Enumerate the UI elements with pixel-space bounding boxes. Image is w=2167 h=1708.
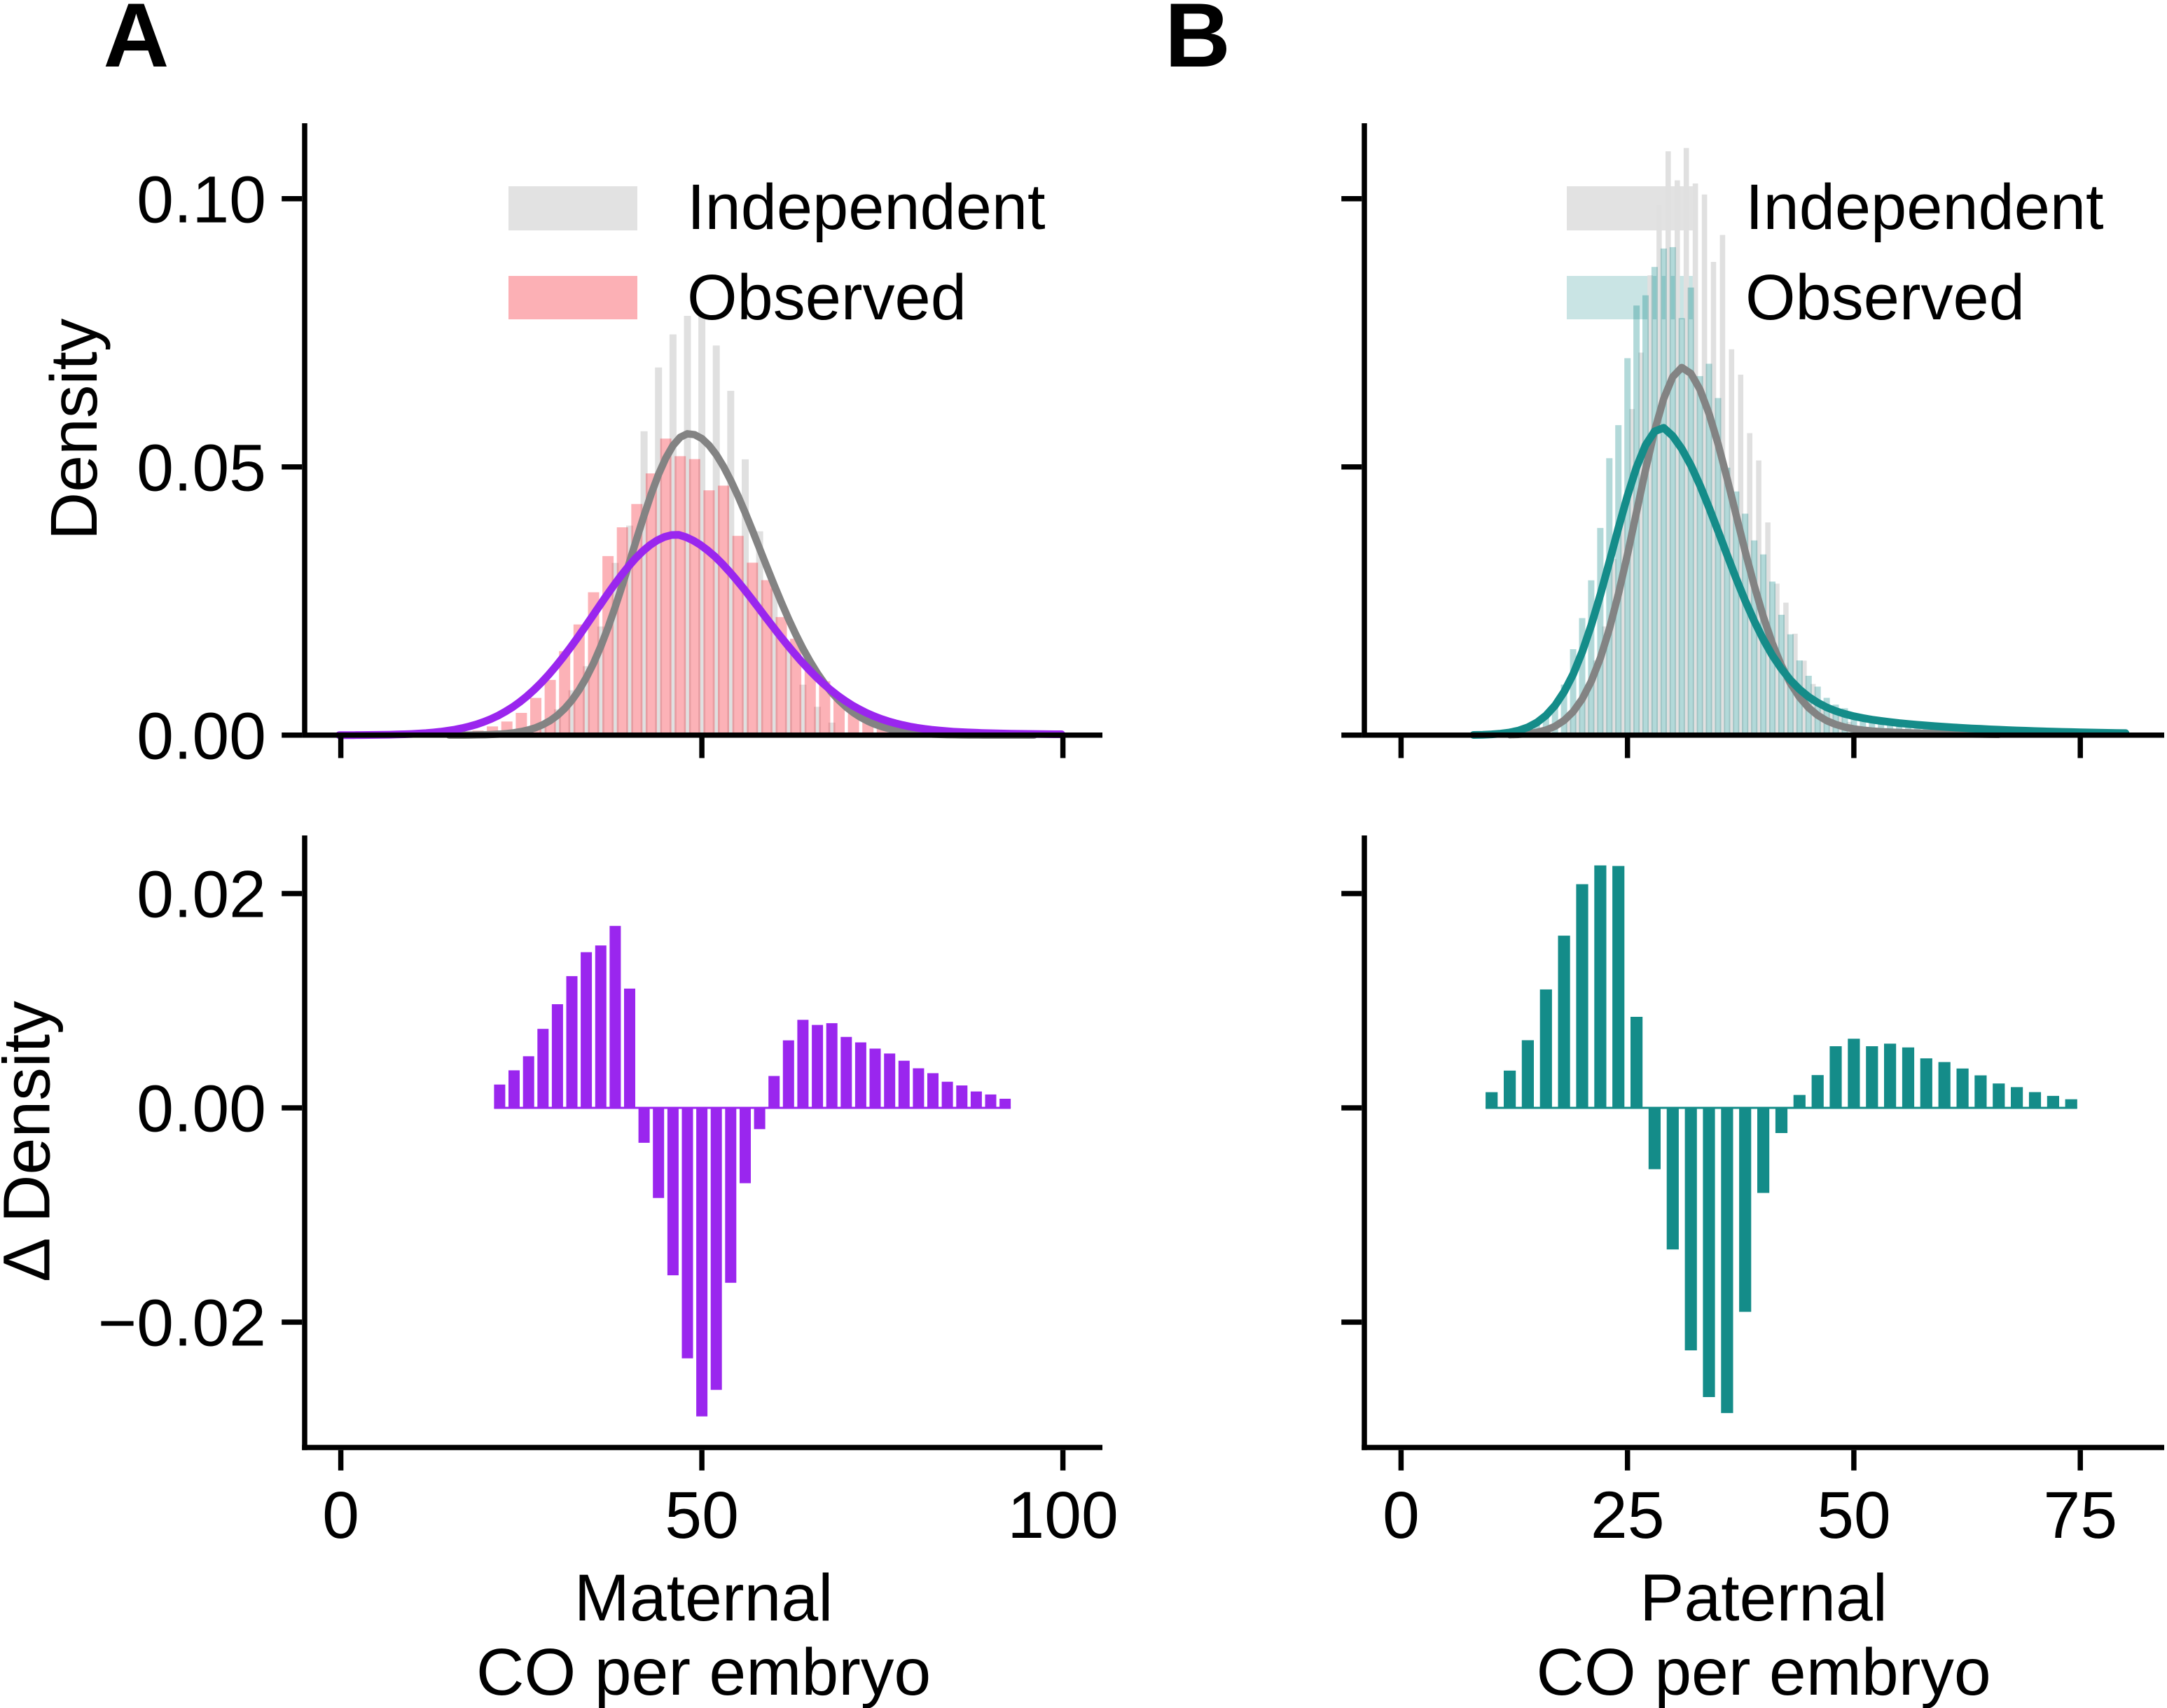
svg-text:CO per embryo: CO per embryo	[1536, 1635, 1991, 1708]
svg-text:25: 25	[1591, 1478, 1665, 1553]
svg-text:−0.02: −0.02	[98, 1286, 266, 1361]
svg-text:0: 0	[1383, 1478, 1420, 1553]
svg-text:Paternal: Paternal	[1640, 1561, 1888, 1635]
svg-text:0.05: 0.05	[137, 431, 266, 505]
svg-text:Density: Density	[37, 318, 111, 540]
svg-text:Independent: Independent	[1745, 172, 2104, 243]
svg-text:75: 75	[2043, 1478, 2117, 1553]
svg-text:A: A	[104, 0, 169, 86]
svg-text:Independent: Independent	[687, 172, 1046, 243]
svg-text:0.00: 0.00	[137, 699, 266, 773]
svg-text:50: 50	[1817, 1478, 1891, 1553]
svg-text:Observed: Observed	[687, 262, 967, 333]
svg-text:Δ Density: Δ Density	[0, 1001, 64, 1282]
svg-text:CO per embryo: CO per embryo	[476, 1635, 931, 1708]
svg-text:0.10: 0.10	[137, 162, 266, 237]
svg-text:100: 100	[1007, 1478, 1119, 1553]
svg-text:Maternal: Maternal	[574, 1561, 833, 1635]
svg-text:0.00: 0.00	[137, 1072, 266, 1146]
svg-text:B: B	[1165, 0, 1231, 86]
svg-text:50: 50	[665, 1478, 739, 1553]
svg-text:Observed: Observed	[1745, 262, 2025, 333]
svg-text:0.02: 0.02	[137, 858, 266, 932]
svg-text:0: 0	[322, 1478, 359, 1553]
